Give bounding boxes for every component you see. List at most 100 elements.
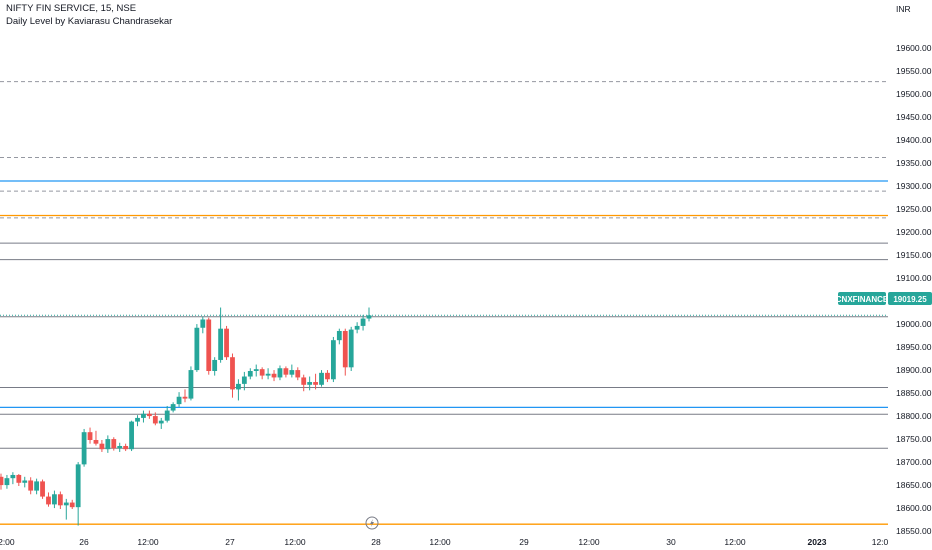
- candle-body: [354, 325, 360, 330]
- candle: [52, 490, 57, 509]
- candle: [164, 405, 170, 423]
- candle: [236, 379, 241, 401]
- candle: [135, 415, 140, 427]
- candle-body: [289, 370, 295, 375]
- candle-body: [336, 330, 342, 341]
- candle-body: [93, 440, 99, 444]
- level-lines: [0, 81, 888, 525]
- candle: [259, 367, 265, 380]
- candle: [271, 370, 277, 382]
- candle-body: [194, 327, 200, 371]
- candle-body: [313, 382, 318, 385]
- price-tick-label: 19250.00: [896, 204, 932, 214]
- candle-body: [253, 369, 259, 371]
- candle-body: [236, 383, 241, 390]
- candle: [57, 491, 63, 509]
- candle: [342, 328, 348, 376]
- candle: [330, 336, 336, 383]
- candle: [141, 410, 146, 423]
- candle-body: [28, 480, 34, 491]
- candles: [0, 307, 372, 526]
- candle-body: [69, 502, 75, 508]
- candle-body: [206, 319, 212, 371]
- candle: [0, 473, 4, 490]
- candle: [218, 307, 224, 363]
- price-tick-label: 19600.00: [896, 43, 932, 53]
- candle: [117, 442, 123, 452]
- candle-body: [265, 373, 271, 376]
- candle: [4, 474, 10, 489]
- time-tick-label: 12:00: [284, 537, 306, 547]
- time-tick-label: 12:00: [578, 537, 600, 547]
- price-tick-label: 18550.00: [896, 526, 932, 536]
- candle-body: [325, 372, 330, 380]
- candle: [194, 324, 200, 372]
- candle: [10, 472, 16, 485]
- candle-body: [307, 382, 313, 385]
- candle: [176, 392, 182, 407]
- candle: [289, 364, 295, 378]
- candle-body: [123, 445, 129, 450]
- candle-body: [40, 481, 45, 497]
- currency-label: INR: [896, 4, 911, 14]
- candle: [253, 364, 259, 377]
- candle: [111, 437, 117, 451]
- time-tick-label: 2023: [808, 537, 827, 547]
- candle: [22, 476, 28, 488]
- candle: [146, 410, 152, 419]
- price-tick-label: 19200.00: [896, 227, 932, 237]
- symbol-title: NIFTY FIN SERVICE, 15, NSE: [6, 3, 137, 14]
- candle: [63, 498, 69, 520]
- candle-body: [176, 396, 182, 405]
- candle-body: [52, 494, 57, 505]
- candle-body: [111, 439, 117, 449]
- candle: [28, 477, 34, 495]
- candle-body: [283, 368, 289, 375]
- candle: [283, 366, 289, 378]
- candle-body: [271, 373, 277, 378]
- price-tick-label: 19500.00: [896, 89, 932, 99]
- candle-body: [4, 478, 10, 486]
- price-tick-label: 19000.00: [896, 319, 932, 329]
- candle: [277, 365, 283, 381]
- candle-body: [152, 416, 158, 424]
- price-tick-label: 19150.00: [896, 250, 932, 260]
- candle: [307, 376, 313, 391]
- time-tick-label: 12:00: [137, 537, 159, 547]
- time-tick-label: 28: [371, 537, 381, 547]
- candle-body: [170, 404, 176, 411]
- candle: [158, 417, 164, 429]
- candle-body: [330, 340, 336, 380]
- candle-body: [57, 494, 63, 506]
- candle-body: [182, 396, 188, 399]
- candle-body: [247, 371, 253, 377]
- candle-body: [16, 474, 22, 483]
- time-axis[interactable]: 12:00 26 12:00 27 12:00 28 12:00 29 12:00 30 12:00…: [0, 537, 889, 547]
- price-axis[interactable]: 19600.00 19550.00 19500.00 19450.00 19400.00…: [896, 43, 932, 536]
- candle-body: [117, 445, 123, 449]
- candle-body: [105, 439, 111, 450]
- candle-body: [164, 410, 170, 421]
- bolt-icon[interactable]: [365, 516, 379, 530]
- price-tick-label: 19550.00: [896, 66, 932, 76]
- candle-body: [99, 443, 105, 450]
- time-tick-label: 12:00: [429, 537, 451, 547]
- candle-body: [46, 496, 51, 505]
- candle: [301, 374, 307, 392]
- candle: [46, 492, 51, 507]
- candle: [295, 367, 301, 381]
- candle-body: [81, 432, 87, 465]
- last-price-badge: CNXFINANCE 19019.25: [836, 292, 932, 305]
- price-tick-label: 18600.00: [896, 503, 932, 513]
- candle: [366, 307, 372, 322]
- price-badge-label: 19019.25: [893, 295, 927, 304]
- price-tick-label: 18650.00: [896, 480, 932, 490]
- candle-body: [87, 432, 93, 440]
- price-tick-label: 18900.00: [896, 365, 932, 375]
- candle-body: [259, 369, 265, 376]
- candle: [69, 499, 75, 509]
- price-badge: [888, 292, 932, 305]
- price-tick-label: 18700.00: [896, 457, 932, 467]
- time-tick-label: 26: [79, 537, 89, 547]
